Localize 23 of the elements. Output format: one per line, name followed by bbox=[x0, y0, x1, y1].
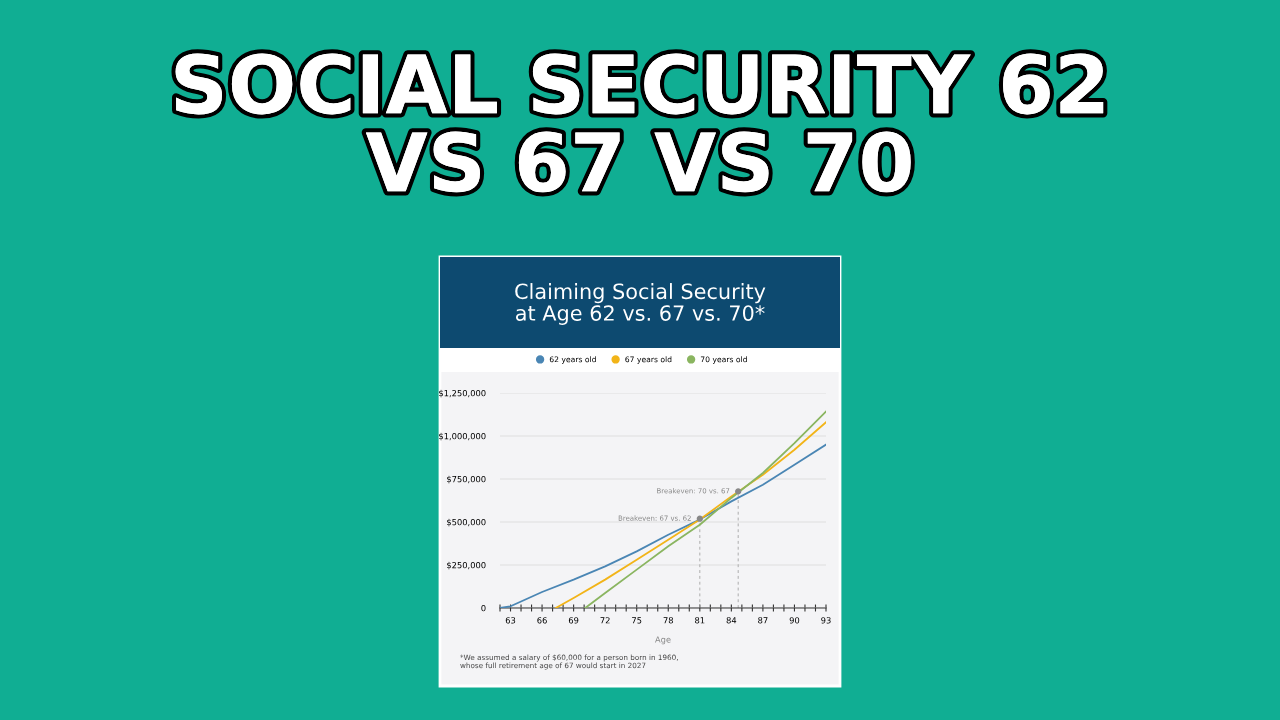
chart-title: SOCIAL SECURITY 62 VS 67 VS 70 bbox=[175, 53, 1104, 193]
x-tick-label: 90 bbox=[789, 617, 800, 624]
x-tick-label: 84 bbox=[726, 617, 737, 624]
x-tick-label: 81 bbox=[695, 617, 705, 624]
chart-subtitle: Claiming Social Security at Age 62 vs. 67 vs. 70* bbox=[515, 283, 766, 325]
y-tick-label: $1,000,000 bbox=[439, 432, 486, 441]
x-axis-title: Age bbox=[655, 636, 671, 645]
line-series bbox=[500, 443, 826, 608]
y-tick-label: $250,000 bbox=[447, 561, 486, 570]
line-series bbox=[554, 421, 826, 608]
x-tick-label: 72 bbox=[600, 617, 610, 624]
x-tick-label: 78 bbox=[663, 617, 673, 624]
y-tick-label: 0 bbox=[481, 604, 486, 612]
x-tick-label: 75 bbox=[632, 617, 642, 624]
y-tick-label: $750,000 bbox=[447, 475, 486, 484]
x-tick-label: 69 bbox=[568, 617, 579, 624]
y-tick-label: $1,250,000 bbox=[439, 389, 486, 398]
x-tick-label: 87 bbox=[758, 617, 768, 624]
x-tick-label: 93 bbox=[821, 617, 831, 624]
x-tick-label: 66 bbox=[537, 617, 547, 624]
line-series bbox=[584, 410, 826, 608]
x-tick-label: 63 bbox=[505, 617, 516, 624]
y-tick-label: $500,000 bbox=[447, 518, 486, 527]
